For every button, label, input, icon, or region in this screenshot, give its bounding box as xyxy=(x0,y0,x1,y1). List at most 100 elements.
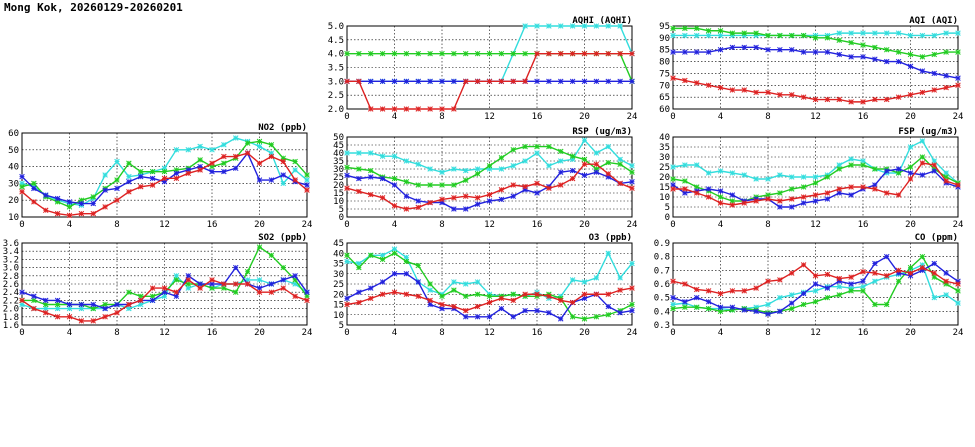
data-point-green xyxy=(670,176,676,182)
data-point-blue xyxy=(391,182,398,188)
y-tick-label: 35 xyxy=(333,260,344,270)
data-point-red xyxy=(54,210,61,217)
data-point-red xyxy=(836,275,843,282)
data-point-blue xyxy=(415,198,422,204)
data-point-cyan xyxy=(557,23,564,29)
data-point-green xyxy=(149,168,156,175)
data-point-red xyxy=(379,106,386,112)
data-point-red xyxy=(693,286,700,293)
data-point-red xyxy=(943,178,949,184)
x-tick-label: 8 xyxy=(114,220,119,230)
data-point-red xyxy=(800,194,807,200)
y-tick-label: 50 xyxy=(8,146,19,156)
data-point-cyan xyxy=(860,30,866,36)
data-point-cyan xyxy=(221,142,227,148)
data-point-blue xyxy=(379,175,386,182)
data-point-green xyxy=(474,50,481,57)
x-tick-label: 0 xyxy=(344,328,349,338)
y-tick-label: 30 xyxy=(659,153,670,163)
data-point-red xyxy=(741,200,748,206)
data-point-cyan xyxy=(788,292,795,298)
data-point-red xyxy=(836,186,843,192)
data-point-red xyxy=(860,99,866,105)
chart-title: AQHI (AQHI) xyxy=(572,16,632,26)
data-point-red xyxy=(593,50,600,57)
data-point-red xyxy=(717,84,724,91)
data-point-cyan xyxy=(943,30,949,36)
data-point-green xyxy=(462,50,469,57)
data-point-green xyxy=(693,184,700,190)
data-point-blue xyxy=(19,289,25,295)
data-point-green xyxy=(42,301,49,308)
data-point-cyan xyxy=(753,304,759,310)
data-point-cyan xyxy=(415,161,422,167)
data-point-cyan xyxy=(569,277,576,283)
data-point-green xyxy=(836,292,843,298)
data-point-cyan xyxy=(729,170,736,176)
data-point-red xyxy=(753,89,759,96)
data-point-red xyxy=(19,297,25,304)
data-point-green xyxy=(717,27,724,34)
data-point-green xyxy=(705,305,712,312)
data-point-red xyxy=(741,288,748,294)
data-point-green xyxy=(812,180,819,186)
data-point-blue xyxy=(919,172,926,178)
x-tick-label: 16 xyxy=(532,220,543,230)
data-point-cyan xyxy=(356,150,362,156)
data-point-red xyxy=(367,295,374,302)
data-point-red xyxy=(883,273,890,279)
data-point-green xyxy=(268,142,275,148)
data-point-green xyxy=(137,168,144,175)
data-point-cyan xyxy=(581,279,588,285)
data-point-green xyxy=(486,293,493,300)
x-tick-label: 20 xyxy=(905,328,916,338)
data-point-cyan xyxy=(860,283,866,290)
data-point-blue xyxy=(955,75,961,81)
data-point-green xyxy=(379,50,386,57)
data-point-red xyxy=(546,185,552,191)
data-point-red xyxy=(427,297,433,304)
data-point-green xyxy=(955,288,961,294)
data-point-green xyxy=(788,186,795,192)
y-tick-label: 4.5 xyxy=(328,36,344,46)
data-point-cyan xyxy=(931,32,938,39)
data-point-green xyxy=(78,197,85,203)
data-point-red xyxy=(693,80,700,86)
data-point-green xyxy=(753,30,759,36)
x-tick-label: 24 xyxy=(627,112,638,122)
data-point-red xyxy=(872,186,878,192)
data-point-green xyxy=(788,32,795,39)
data-point-blue xyxy=(391,78,398,85)
data-point-cyan xyxy=(344,150,350,156)
data-point-green xyxy=(729,198,736,204)
data-point-red xyxy=(617,50,623,57)
data-point-red xyxy=(137,184,144,190)
data-point-red xyxy=(42,207,49,214)
data-point-blue xyxy=(682,299,688,305)
y-tick-label: 80 xyxy=(659,58,670,68)
x-tick-label: 16 xyxy=(207,220,218,230)
y-tick-label: 30 xyxy=(333,270,344,280)
data-point-blue xyxy=(741,44,748,51)
x-tick-label: 24 xyxy=(302,220,313,230)
x-tick-label: 0 xyxy=(344,220,349,230)
data-point-red xyxy=(439,106,445,112)
data-point-blue xyxy=(907,273,914,279)
y-tick-label: 60 xyxy=(659,105,670,115)
data-point-red xyxy=(943,84,949,91)
data-point-cyan xyxy=(693,32,700,39)
data-point-red xyxy=(629,50,635,57)
data-point-green xyxy=(209,163,215,170)
data-point-green xyxy=(304,293,310,300)
data-point-red xyxy=(90,210,97,217)
data-point-red xyxy=(510,182,517,188)
data-point-cyan xyxy=(919,32,926,39)
x-tick-label: 12 xyxy=(159,220,170,230)
data-point-blue xyxy=(344,172,350,179)
data-point-red xyxy=(149,285,156,291)
y-tick-label: 3.5 xyxy=(328,64,344,74)
data-point-cyan xyxy=(557,158,564,164)
data-point-cyan xyxy=(907,144,914,150)
data-point-green xyxy=(31,297,37,304)
